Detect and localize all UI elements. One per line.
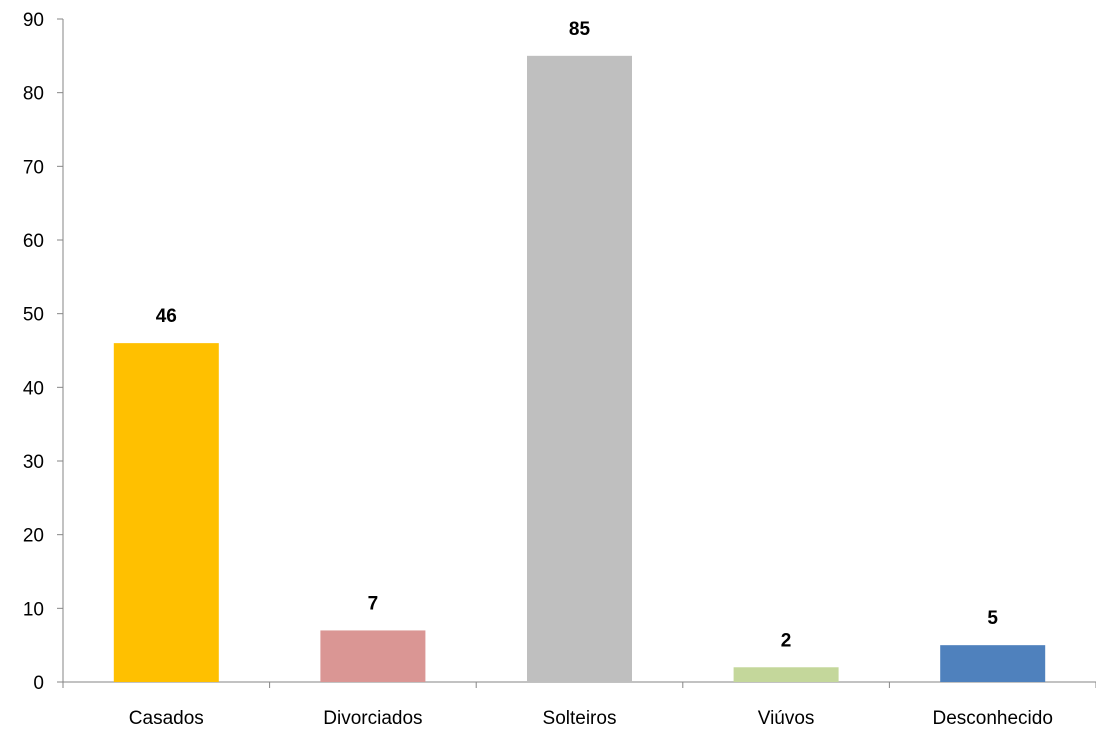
y-tick-label: 0	[33, 673, 44, 694]
x-category-label: Casados	[129, 708, 204, 729]
data-label: 5	[987, 608, 998, 629]
bars	[113, 55, 1046, 683]
y-tick-label: 30	[23, 452, 44, 473]
data-label: 7	[368, 593, 379, 614]
y-tick-label: 90	[23, 10, 44, 31]
y-tick-label: 80	[23, 84, 44, 105]
x-category-label: Solteiros	[543, 708, 617, 729]
x-category-label: Divorciados	[323, 708, 422, 729]
bar	[940, 645, 1046, 682]
y-tick-label: 60	[23, 231, 44, 252]
bar	[320, 630, 426, 682]
data-label: 85	[569, 19, 591, 40]
y-tick-label: 40	[23, 378, 44, 399]
y-tick-label: 10	[23, 599, 44, 620]
labels: 46 Casados 7 Divorciados 85 Solteiros 2 Viúvos 5…	[129, 19, 1053, 729]
data-label: 2	[781, 630, 792, 651]
axes: 0 10 20 30 40 50 60 70 80 90	[23, 10, 1096, 694]
y-tick-label: 20	[23, 526, 44, 547]
x-category-label: Desconhecido	[932, 708, 1052, 729]
data-label: 46	[156, 306, 177, 327]
bar	[113, 343, 219, 682]
bar	[733, 667, 839, 682]
x-category-label: Viúvos	[758, 708, 815, 729]
y-tick-label: 50	[23, 305, 44, 326]
y-tick-label: 70	[23, 157, 44, 178]
bar	[527, 55, 632, 683]
